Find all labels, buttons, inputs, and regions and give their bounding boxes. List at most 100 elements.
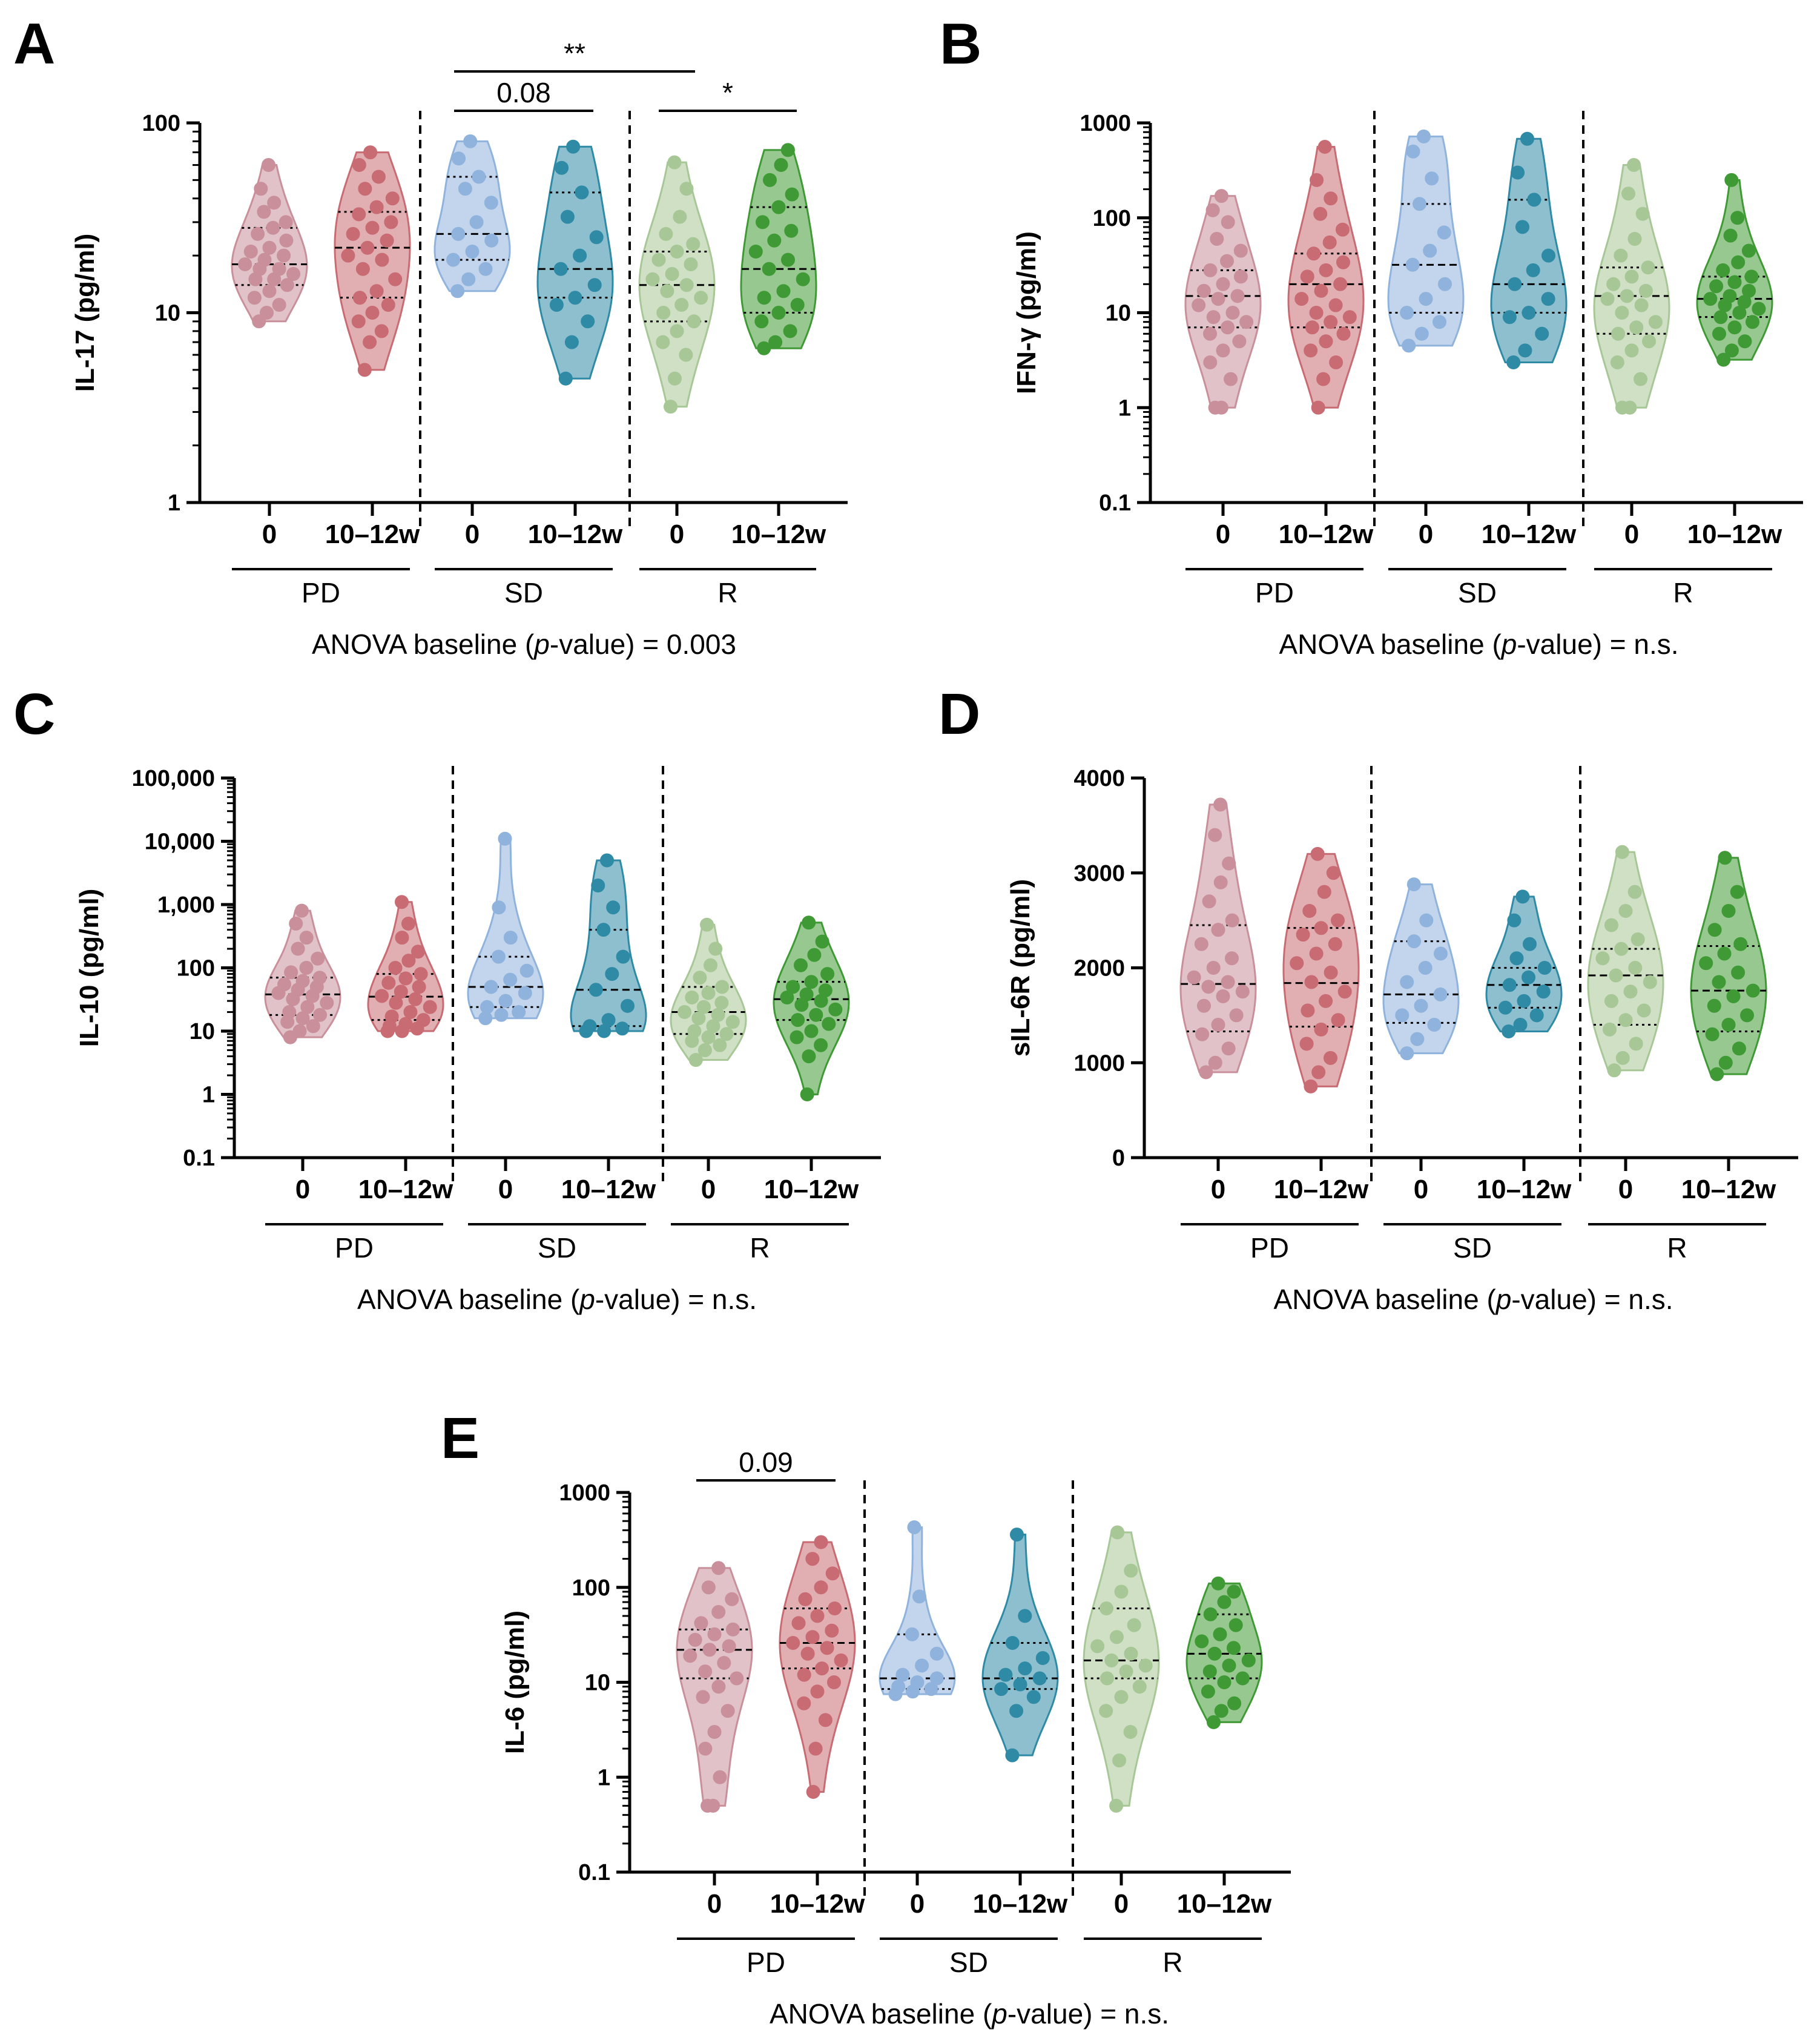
data-point bbox=[1328, 298, 1343, 312]
violin-pd-0 bbox=[264, 903, 341, 1044]
data-point bbox=[346, 226, 360, 241]
x-category-label: 10–12w bbox=[1279, 519, 1374, 549]
data-point bbox=[1221, 975, 1235, 989]
data-point bbox=[1211, 923, 1225, 937]
data-point bbox=[1319, 334, 1333, 349]
violin-body bbox=[1593, 164, 1670, 409]
data-point bbox=[701, 986, 716, 1000]
data-point bbox=[1210, 232, 1224, 246]
group-label: PD bbox=[302, 577, 340, 608]
data-point bbox=[790, 1030, 804, 1044]
data-point bbox=[1721, 904, 1736, 918]
data-point bbox=[1627, 885, 1642, 899]
data-point bbox=[1705, 1027, 1719, 1041]
data-point bbox=[1310, 846, 1325, 861]
data-point bbox=[313, 1007, 327, 1022]
violin-sd-10-12w bbox=[570, 853, 647, 1038]
data-point bbox=[1241, 1653, 1256, 1667]
violin-sd-0 bbox=[1382, 877, 1460, 1061]
y-tick-label: 0.1 bbox=[578, 1860, 610, 1885]
y-tick-label: 0.1 bbox=[1099, 490, 1131, 516]
data-point bbox=[272, 262, 286, 276]
data-point bbox=[484, 233, 499, 248]
data-point bbox=[698, 1664, 713, 1679]
data-point bbox=[1035, 1651, 1050, 1665]
data-point bbox=[1731, 965, 1746, 980]
data-point bbox=[1214, 400, 1228, 415]
data-point bbox=[668, 371, 682, 386]
footnote-suffix: -value) = n.s. bbox=[1517, 628, 1678, 660]
data-point bbox=[320, 995, 334, 1010]
data-point bbox=[1413, 197, 1426, 211]
data-point bbox=[369, 200, 384, 214]
footnote-prefix: ANOVA baseline ( bbox=[357, 1284, 580, 1315]
data-point bbox=[791, 1013, 805, 1027]
data-point bbox=[1208, 1055, 1222, 1070]
data-point bbox=[498, 831, 512, 846]
data-point bbox=[1317, 140, 1332, 154]
data-point bbox=[616, 949, 630, 964]
data-point bbox=[1324, 191, 1338, 206]
data-point bbox=[351, 314, 366, 329]
anova-footnote: ANOVA baseline (p-value) = n.s. bbox=[357, 1284, 757, 1315]
data-point bbox=[1703, 292, 1718, 306]
data-point bbox=[282, 1005, 297, 1019]
violin-sd-10-12w bbox=[1490, 131, 1568, 369]
data-point bbox=[711, 1604, 726, 1619]
data-point bbox=[1731, 255, 1746, 269]
data-point bbox=[1187, 970, 1201, 984]
data-point bbox=[605, 967, 619, 981]
x-category-label: 0 bbox=[1419, 519, 1433, 549]
x-category-label: 0 bbox=[1114, 1889, 1129, 1919]
data-point bbox=[1211, 1576, 1225, 1591]
data-point bbox=[1523, 937, 1537, 951]
data-point bbox=[371, 170, 386, 184]
significance-label: 0.08 bbox=[496, 77, 551, 108]
data-point bbox=[674, 298, 689, 312]
data-point bbox=[1233, 269, 1248, 284]
data-point bbox=[1721, 1018, 1736, 1032]
data-point bbox=[748, 245, 763, 259]
y-tick-label: 100 bbox=[177, 956, 215, 981]
data-point bbox=[820, 967, 835, 981]
data-point bbox=[1629, 320, 1644, 335]
data-point bbox=[1206, 961, 1221, 975]
data-point bbox=[555, 160, 569, 175]
footnote-prefix: ANOVA baseline ( bbox=[312, 628, 535, 660]
data-point bbox=[912, 1589, 926, 1604]
y-tick-label: 2000 bbox=[1073, 956, 1125, 981]
data-point bbox=[260, 306, 274, 320]
data-point bbox=[667, 155, 682, 170]
data-point bbox=[1537, 961, 1552, 975]
data-point bbox=[1304, 1079, 1318, 1093]
data-point bbox=[451, 226, 466, 241]
data-point bbox=[1618, 904, 1633, 918]
data-point bbox=[825, 1566, 840, 1581]
data-point bbox=[1124, 1563, 1138, 1578]
data-point bbox=[257, 205, 271, 219]
data-point bbox=[656, 335, 670, 349]
data-point bbox=[254, 182, 268, 196]
data-point bbox=[1342, 310, 1357, 325]
violin-sd-0 bbox=[1387, 129, 1465, 353]
violin-pd-10-12w bbox=[367, 895, 444, 1038]
violin-pd-10-12w bbox=[334, 145, 411, 377]
x-category-label: 10–12w bbox=[1687, 519, 1782, 549]
footnote-suffix: -value) = n.s. bbox=[1007, 1998, 1169, 2030]
data-point bbox=[1009, 1704, 1024, 1718]
violin-pd-0 bbox=[1184, 189, 1262, 415]
data-point bbox=[822, 1017, 836, 1031]
data-point bbox=[1235, 984, 1250, 999]
data-point bbox=[774, 158, 788, 172]
data-point bbox=[1199, 1065, 1213, 1080]
data-point bbox=[380, 233, 394, 248]
data-point bbox=[684, 257, 698, 271]
data-point bbox=[381, 298, 395, 312]
footnote-p: p bbox=[1500, 628, 1517, 660]
data-point bbox=[1233, 243, 1248, 258]
data-point bbox=[1427, 1018, 1442, 1032]
data-point bbox=[478, 262, 493, 276]
data-point bbox=[781, 252, 795, 267]
data-point bbox=[686, 237, 701, 251]
data-point bbox=[1716, 352, 1731, 367]
